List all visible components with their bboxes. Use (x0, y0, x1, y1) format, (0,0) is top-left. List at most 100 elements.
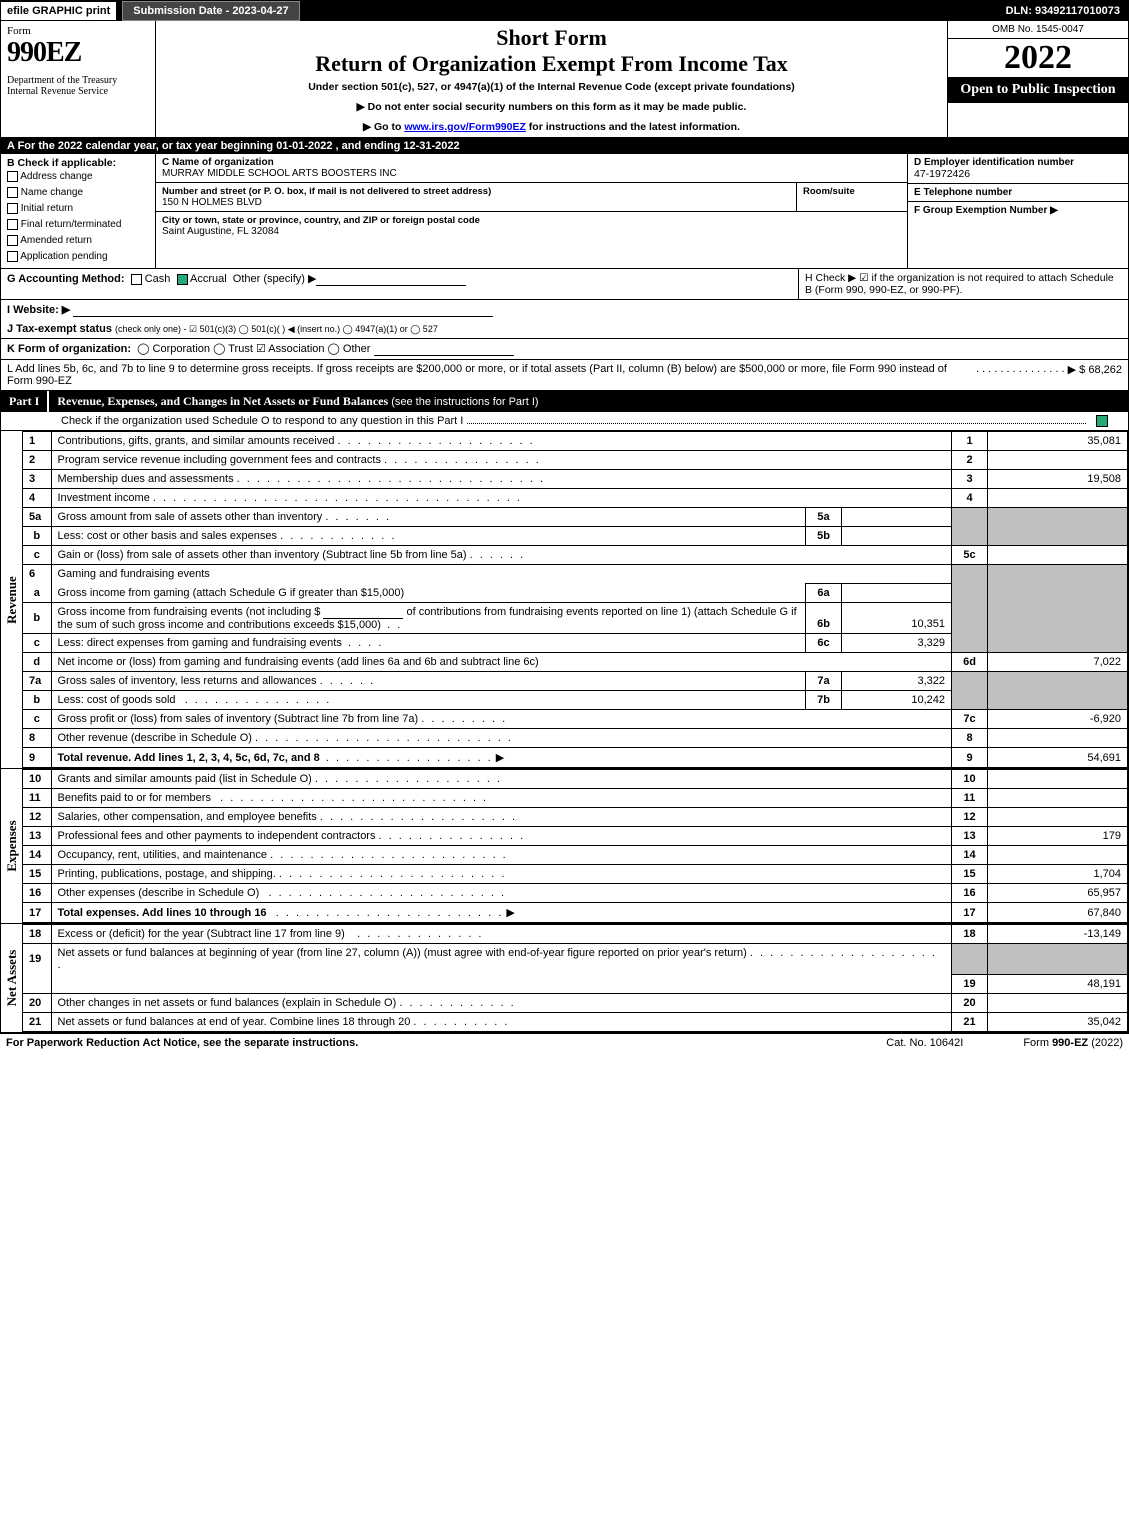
line-14: 14Occupancy, rent, utilities, and mainte… (23, 846, 1128, 865)
right-header-block: OMB No. 1545-0047 2022 Open to Public In… (948, 21, 1128, 137)
e-label: E Telephone number (914, 187, 1122, 198)
line-15: 15Printing, publications, postage, and s… (23, 865, 1128, 884)
i-label: I Website: ▶ (7, 304, 70, 316)
c-city-label: City or town, state or province, country… (162, 215, 901, 226)
part-1-title: Revenue, Expenses, and Changes in Net As… (57, 394, 388, 408)
f-label: F Group Exemption Number ▶ (914, 205, 1122, 216)
g-other: Other (specify) ▶ (233, 273, 317, 285)
org-street: 150 N HOLMES BLVD (162, 197, 790, 208)
sub3-pre: ▶ Go to (363, 121, 404, 133)
g-accrual: Accrual (190, 273, 227, 285)
c-street-label: Number and street (or P. O. box, if mail… (162, 186, 790, 197)
efile-label: efile GRAPHIC print (1, 2, 118, 20)
right-info-col: D Employer identification number 47-1972… (908, 154, 1128, 268)
j-rest: (check only one) - ☑ 501(c)(3) ◯ 501(c)(… (115, 324, 438, 334)
subtitle-2: ▶ Do not enter social security numbers o… (162, 101, 941, 113)
part-1-label: Part I (1, 391, 49, 412)
revenue-table: 1Contributions, gifts, grants, and simil… (23, 431, 1128, 768)
main-title: Return of Organization Exempt From Incom… (162, 51, 941, 77)
omb-number: OMB No. 1545-0047 (948, 21, 1128, 39)
part-1-check-line: Check if the organization used Schedule … (1, 412, 1128, 430)
expenses-side-label: Expenses (1, 769, 23, 923)
footer-left: For Paperwork Reduction Act Notice, see … (6, 1037, 358, 1049)
netassets-side-label: Net Assets (1, 924, 23, 1032)
section-g: G Accounting Method: Cash Accrual Other … (1, 269, 798, 299)
c-room-label: Room/suite (803, 186, 901, 197)
line-21: 21Net assets or fund balances at end of … (23, 1012, 1128, 1031)
form-number: 990EZ (7, 37, 149, 69)
line-3: 3Membership dues and assessments . . . .… (23, 470, 1128, 489)
section-b: B Check if applicable: Address change Na… (1, 154, 156, 268)
section-k: K Form of organization: ◯ Corporation ◯ … (1, 339, 1128, 360)
line-17: 17Total expenses. Add lines 10 through 1… (23, 903, 1128, 923)
line-6: 6Gaming and fundraising events (23, 565, 1128, 584)
part-1-header: Part I Revenue, Expenses, and Changes in… (1, 391, 1128, 412)
open-public-badge: Open to Public Inspection (948, 77, 1128, 103)
part-1-note: (see the instructions for Part I) (388, 396, 538, 408)
line-9: 9Total revenue. Add lines 1, 2, 3, 4, 5c… (23, 748, 1128, 768)
ein-value: 47-1972426 (914, 168, 1122, 180)
form-label: Form (7, 25, 149, 37)
line-6d: dNet income or (loss) from gaming and fu… (23, 653, 1128, 672)
line-7c: cGross profit or (loss) from sales of in… (23, 710, 1128, 729)
chk-application-pending[interactable]: Application pending (7, 249, 149, 265)
c-name-label: C Name of organization (162, 157, 901, 168)
dept-label: Department of the Treasury Internal Reve… (7, 75, 149, 97)
line-1: 1Contributions, gifts, grants, and simil… (23, 432, 1128, 451)
line-16: 16Other expenses (describe in Schedule O… (23, 884, 1128, 903)
irs-link[interactable]: www.irs.gov/Form990EZ (404, 121, 526, 133)
section-a: A For the 2022 calendar year, or tax yea… (1, 138, 1128, 154)
expenses-table: 10Grants and similar amounts paid (list … (23, 769, 1128, 923)
line-7a: 7aGross sales of inventory, less returns… (23, 672, 1128, 691)
subtitle-1: Under section 501(c), 527, or 4947(a)(1)… (162, 81, 941, 93)
chk-final-return[interactable]: Final return/terminated (7, 217, 149, 233)
section-i: I Website: ▶ (1, 300, 1128, 320)
subtitle-3: ▶ Go to www.irs.gov/Form990EZ for instru… (162, 121, 941, 133)
l-amount: ▶ $ 68,262 (1068, 363, 1122, 387)
footer-center: Cat. No. 10642I (886, 1037, 963, 1049)
chk-initial-return[interactable]: Initial return (7, 201, 149, 217)
short-form-title: Short Form (162, 25, 941, 51)
chk-address-change[interactable]: Address change (7, 169, 149, 185)
netassets-table: 18Excess or (deficit) for the year (Subt… (23, 924, 1128, 1032)
line-5a: 5aGross amount from sale of assets other… (23, 508, 1128, 527)
part-1-check-text: Check if the organization used Schedule … (61, 415, 463, 427)
g-label: G Accounting Method: (7, 273, 125, 285)
line-5c: cGain or (loss) from sale of assets othe… (23, 546, 1128, 565)
line-20: 20Other changes in net assets or fund ba… (23, 993, 1128, 1012)
line-2: 2Program service revenue including gover… (23, 451, 1128, 470)
j-label: J Tax-exempt status (7, 323, 112, 335)
section-j: J Tax-exempt status (check only one) - ☑… (1, 320, 1128, 339)
chk-amended-return[interactable]: Amended return (7, 233, 149, 249)
line-18: 18Excess or (deficit) for the year (Subt… (23, 925, 1128, 944)
line-19: 19Net assets or fund balances at beginni… (23, 944, 1128, 975)
d-label: D Employer identification number (914, 157, 1122, 168)
section-b-label: B Check if applicable: (7, 157, 149, 169)
title-block: Short Form Return of Organization Exempt… (156, 21, 948, 137)
form-number-block: Form 990EZ Department of the Treasury In… (1, 21, 156, 137)
footer-right: Form 990-EZ (2022) (1023, 1037, 1123, 1049)
k-label: K Form of organization: (7, 343, 131, 355)
k-rest: ◯ Corporation ◯ Trust ☑ Association ◯ Ot… (137, 343, 370, 355)
g-cash: Cash (145, 273, 171, 285)
schedule-o-checkbox[interactable] (1096, 415, 1108, 427)
org-city: Saint Augustine, FL 32084 (162, 226, 901, 237)
section-h: H Check ▶ ☑ if the organization is not r… (798, 269, 1128, 299)
l-text: L Add lines 5b, 6c, and 7b to line 9 to … (7, 363, 973, 387)
line-11: 11Benefits paid to or for members . . . … (23, 789, 1128, 808)
chk-name-change[interactable]: Name change (7, 185, 149, 201)
page-footer: For Paperwork Reduction Act Notice, see … (0, 1033, 1129, 1052)
line-13: 13Professional fees and other payments t… (23, 827, 1128, 846)
line-19b: 1948,191 (23, 974, 1128, 993)
line-4: 4Investment income . . . . . . . . . . .… (23, 489, 1128, 508)
dln-label: DLN: 93492117010073 (998, 2, 1128, 20)
sub3-post: for instructions and the latest informat… (526, 121, 740, 133)
line-8: 8Other revenue (describe in Schedule O) … (23, 729, 1128, 748)
submission-date: Submission Date - 2023-04-27 (122, 1, 299, 21)
section-l: L Add lines 5b, 6c, and 7b to line 9 to … (1, 360, 1128, 391)
tax-year: 2022 (948, 39, 1128, 77)
org-name: MURRAY MIDDLE SCHOOL ARTS BOOSTERS INC (162, 168, 901, 179)
section-c: C Name of organization MURRAY MIDDLE SCH… (156, 154, 908, 268)
revenue-side-label: Revenue (1, 431, 23, 768)
top-bar: efile GRAPHIC print Submission Date - 20… (1, 1, 1128, 21)
